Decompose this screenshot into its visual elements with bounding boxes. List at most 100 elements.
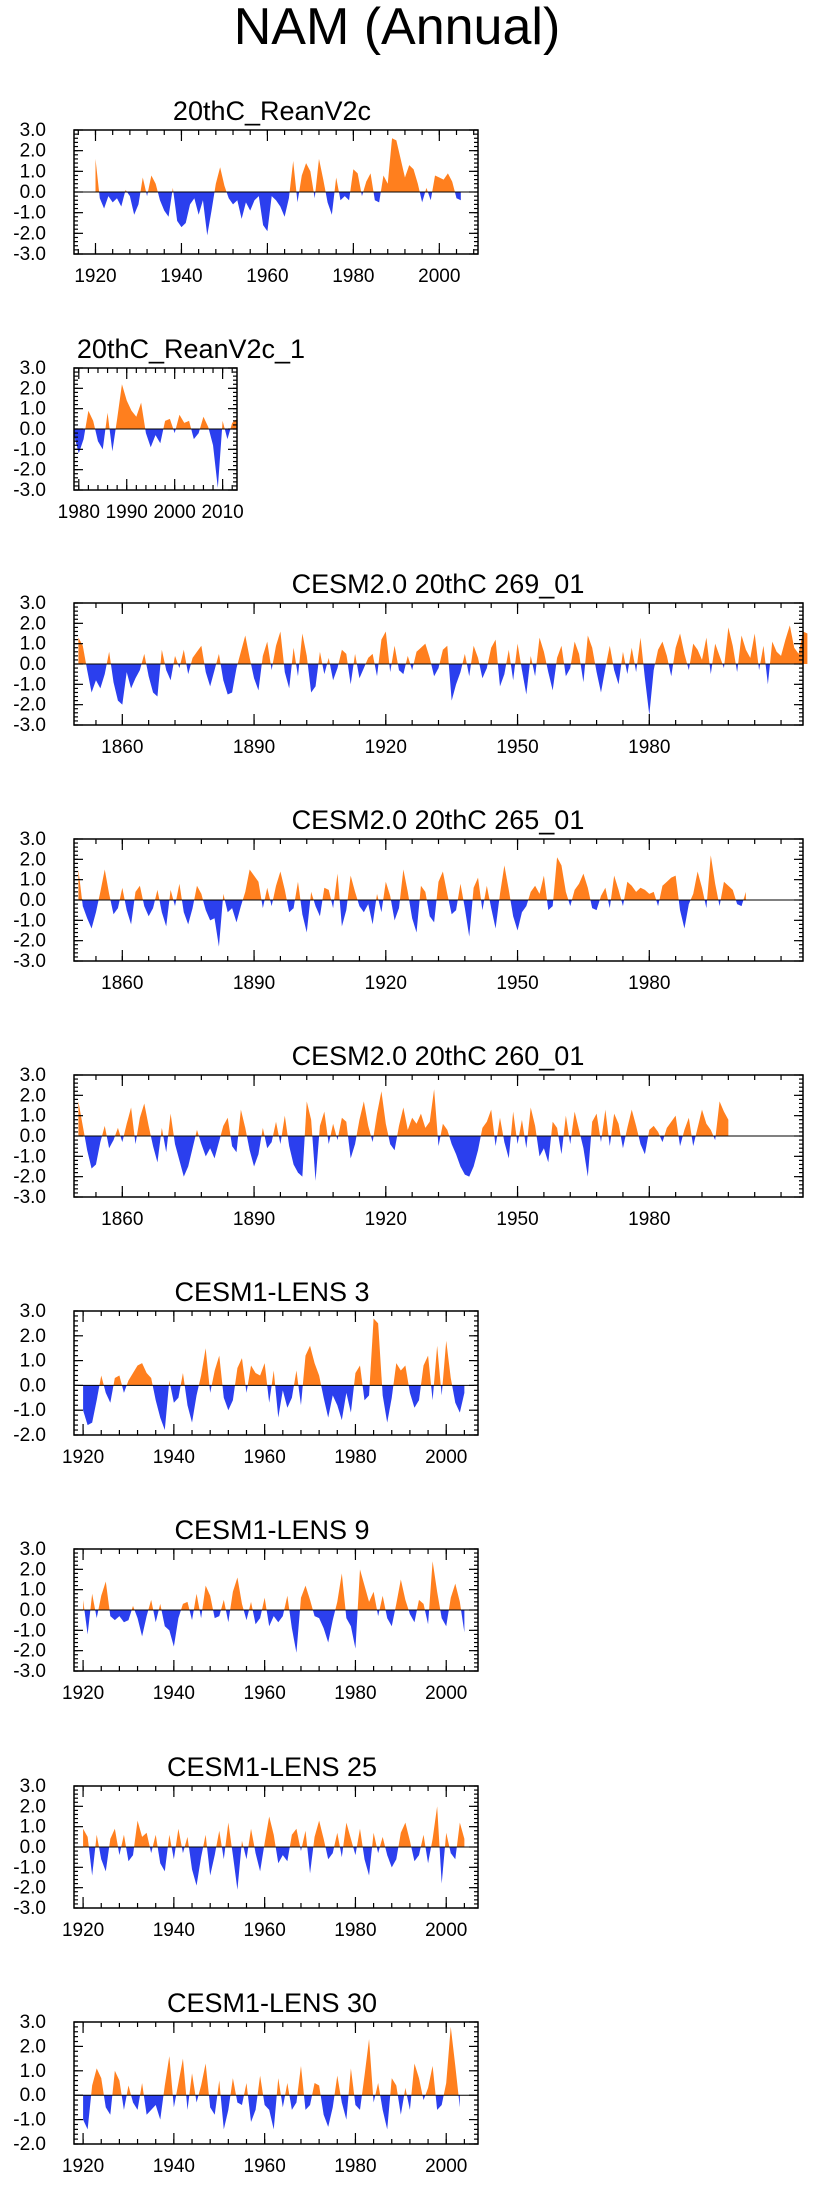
- positive-area: [397, 1089, 438, 1136]
- y-tick-label: -2.0: [13, 223, 46, 244]
- positive-area: [462, 653, 467, 664]
- positive-area: [519, 1119, 525, 1136]
- negative-area: [325, 1847, 335, 1860]
- negative-area: [267, 1385, 272, 1403]
- positive-area: [738, 633, 759, 664]
- negative-area: [321, 1385, 355, 1421]
- positive-area: [690, 871, 705, 900]
- negative-area: [145, 429, 164, 448]
- negative-area: [83, 2095, 92, 2130]
- positive-area: [310, 891, 314, 900]
- positive-area: [241, 1840, 244, 1847]
- negative-area: [382, 1385, 394, 1423]
- positive-area: [184, 1836, 189, 1847]
- positive-area: [220, 1599, 226, 1610]
- negative-area: [173, 192, 215, 236]
- negative-area: [409, 900, 420, 933]
- positive-area: [769, 625, 808, 664]
- negative-area: [568, 1136, 572, 1145]
- positive-area: [378, 631, 390, 664]
- x-tick-label: 1860: [101, 1209, 143, 1230]
- negative-area: [225, 1610, 231, 1623]
- positive-area: [715, 1101, 729, 1136]
- positive-area: [393, 1363, 409, 1386]
- y-tick-label: 2.0: [20, 1326, 46, 1347]
- y-tick-label: -1.0: [13, 1146, 46, 1167]
- positive-area: [404, 2087, 407, 2096]
- positive-area: [222, 893, 225, 900]
- negative-area: [289, 2095, 298, 2110]
- positive-area: [181, 1601, 190, 1610]
- x-tick-label: 1990: [106, 502, 148, 523]
- negative-area: [173, 900, 177, 907]
- positive-area: [211, 1355, 223, 1386]
- negative-area: [213, 1610, 221, 1619]
- y-tick-label: -1.0: [13, 674, 46, 695]
- positive-area: [225, 1822, 232, 1847]
- x-tick-label: 1920: [62, 1920, 104, 1941]
- positive-area: [237, 635, 251, 664]
- x-tick-label: 1960: [244, 1920, 286, 1941]
- positive-area: [243, 2083, 248, 2096]
- positive-area: [95, 158, 100, 192]
- positive-area: [172, 187, 174, 192]
- positive-area: [115, 384, 146, 429]
- positive-area: [431, 1806, 440, 1847]
- y-tick-label: 0.0: [20, 890, 46, 911]
- negative-area: [121, 2095, 127, 2110]
- positive-area: [471, 645, 480, 664]
- y-tick-label: -3.0: [13, 480, 46, 501]
- negative-area: [370, 1136, 374, 1143]
- negative-area: [558, 1136, 564, 1155]
- positive-area: [272, 871, 287, 900]
- positive-area: [591, 1113, 601, 1136]
- y-tick-label: 2.0: [20, 849, 46, 870]
- y-tick-label: -1.0: [13, 203, 46, 224]
- x-tick-label: 1940: [153, 1920, 195, 1941]
- y-tick-label: 3.0: [20, 358, 46, 379]
- positive-area: [291, 647, 297, 664]
- y-tick-label: 0.0: [20, 1126, 46, 1147]
- positive-area: [109, 1828, 118, 1847]
- negative-area: [435, 2095, 444, 2110]
- positive-area: [261, 1597, 267, 1610]
- negative-area: [440, 1385, 443, 1396]
- plot-frame: [73, 1310, 479, 1436]
- positive-area: [322, 887, 332, 900]
- x-tick-label: 2000: [425, 1920, 467, 1941]
- negative-area: [313, 900, 323, 917]
- chart-panel: 20thC_ReanV2c 3.02.01.00.0-1.0-2.0-3.0 192…: [13, 96, 479, 287]
- positive-area: [335, 1573, 346, 1610]
- y-tick-label: -3.0: [13, 951, 46, 972]
- positive-area: [147, 175, 158, 192]
- negative-area: [312, 1610, 336, 1643]
- positive-area: [760, 645, 766, 664]
- negative-area: [411, 1847, 421, 1862]
- positive-area: [230, 1577, 244, 1610]
- negative-area: [625, 664, 630, 675]
- negative-area: [668, 664, 674, 677]
- negative-area: [503, 1136, 511, 1159]
- y-tick-label: 3.0: [20, 120, 46, 141]
- positive-area: [238, 1109, 247, 1136]
- x-tick-label: 1920: [62, 2156, 104, 2177]
- negative-area: [143, 2095, 164, 2120]
- negative-area: [120, 1136, 124, 1143]
- x-tick-label: 2000: [425, 2156, 467, 2177]
- positive-area: [369, 1318, 383, 1386]
- negative-area: [479, 664, 488, 679]
- negative-area: [643, 664, 655, 715]
- negative-area: [195, 2095, 199, 2103]
- positive-area: [689, 637, 710, 664]
- negative-area: [458, 2095, 460, 2108]
- negative-area: [296, 192, 300, 203]
- positive-area: [281, 1115, 288, 1136]
- positive-area: [379, 1836, 386, 1847]
- x-tick-label: 1890: [233, 1209, 275, 1230]
- positive-area: [98, 869, 111, 900]
- negative-area: [307, 1847, 314, 1874]
- positive-area: [134, 885, 143, 900]
- x-tick-label: 1860: [101, 737, 143, 758]
- positive-area: [193, 1593, 200, 1610]
- negative-area: [86, 664, 107, 693]
